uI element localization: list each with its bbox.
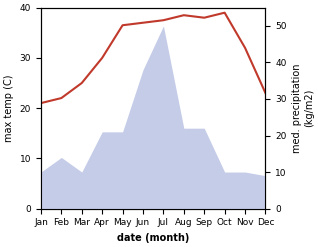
X-axis label: date (month): date (month) [117, 233, 190, 243]
Y-axis label: med. precipitation
(kg/m2): med. precipitation (kg/m2) [292, 63, 314, 153]
Y-axis label: max temp (C): max temp (C) [4, 74, 14, 142]
